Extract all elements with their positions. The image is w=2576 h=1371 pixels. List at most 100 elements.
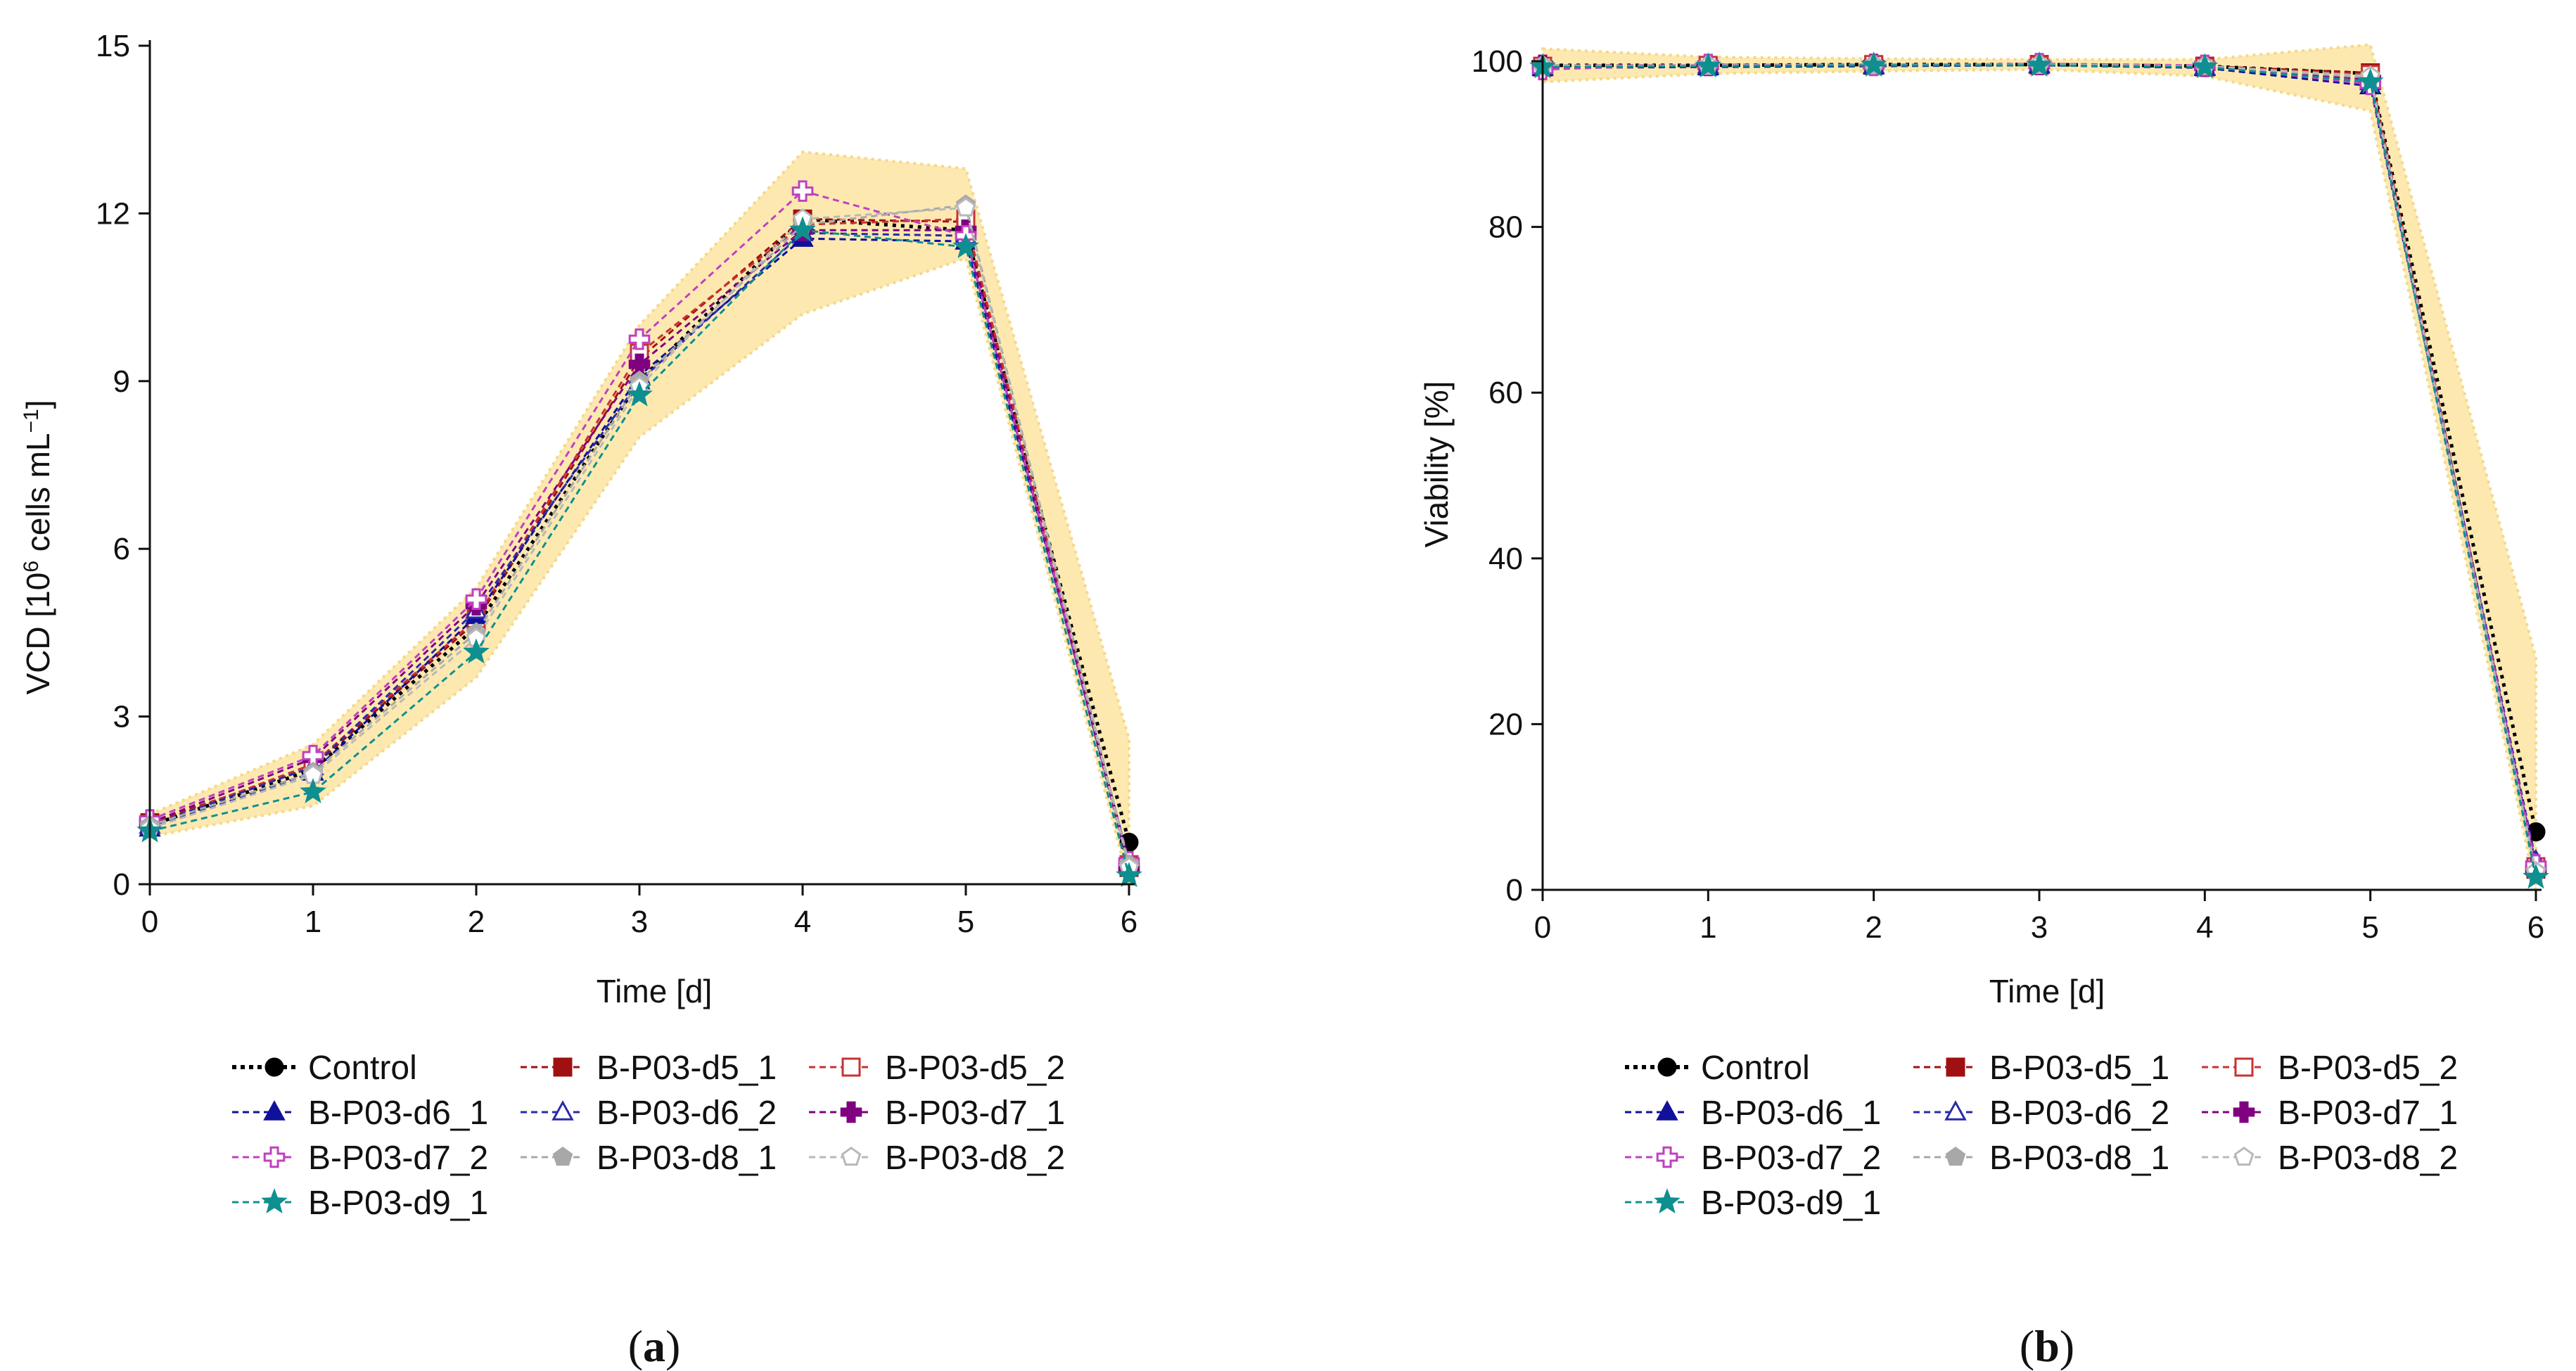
- b-legend-label-b-p03-d7-2: B-P03-d7_2: [1701, 1140, 1881, 1177]
- a-point-b-p03-d9-1-1: [300, 778, 326, 803]
- a-point-b-p03-d9-1-4: [789, 216, 816, 242]
- b-legend-marker-b-p03-d8-1: [1945, 1146, 1966, 1166]
- a-legend-label-b-p03-d7-1: B-P03-d7_1: [885, 1095, 1065, 1132]
- a-legend-item-b-p03-d7-1: B-P03-d7_1: [809, 1095, 1065, 1132]
- b-point-b-p03-d9-1-1: [1695, 52, 1722, 78]
- b-point-b-p03-d9-1-5: [2357, 68, 2384, 94]
- a-x-tick-label-6: 6: [1121, 905, 1137, 939]
- panel-a-x-axis-title: Time [d]: [597, 973, 712, 1009]
- b-y-tick-label-100: 100: [1472, 44, 1523, 79]
- b-legend-marker-b-p03-d5-1: [1946, 1057, 1965, 1077]
- b-legend-label-control: Control: [1701, 1050, 1810, 1087]
- a-legend-marker-b-p03-d5-1: [553, 1057, 573, 1077]
- b-x-tick-label-6: 6: [2527, 910, 2544, 945]
- a-x-tick-label-3: 3: [631, 905, 648, 939]
- a-y-tick-label-6: 6: [113, 532, 130, 566]
- panel-a-y-title-sup1: 6: [20, 561, 43, 573]
- b-legend-label-b-p03-d8-1: B-P03-d8_1: [1989, 1140, 2169, 1177]
- b-point-b-p03-d9-1-3: [2026, 51, 2053, 77]
- b-legend-label-b-p03-d8-2: B-P03-d8_2: [2278, 1140, 2458, 1177]
- a-legend-label-b-p03-d8-2: B-P03-d8_2: [885, 1140, 1065, 1177]
- b-series-b-p03-d9-1: [1529, 51, 2549, 889]
- b-legend-marker-b-p03-d6-1: [1656, 1100, 1678, 1121]
- a-legend-item-b-p03-d6-1: B-P03-d6_1: [232, 1095, 488, 1132]
- a-legend-label-b-p03-d5-2: B-P03-d5_2: [885, 1050, 1065, 1087]
- b-y-tick-label-0: 0: [1506, 873, 1523, 907]
- b-x-tick-label-3: 3: [2031, 910, 2048, 945]
- a-legend-marker-b-p03-d6-2: [551, 1100, 574, 1121]
- b-legend-marker-b-p03-d9-1: [1654, 1188, 1681, 1214]
- b-legend-item-b-p03-d7-2: B-P03-d7_2: [1625, 1140, 1881, 1177]
- a-y-tick-label-9: 9: [113, 364, 130, 399]
- a-legend-marker-b-p03-d8-2: [841, 1146, 862, 1166]
- a-legend-label-b-p03-d6-2: B-P03-d6_2: [597, 1095, 777, 1132]
- a-x-tick-label-1: 1: [305, 905, 321, 939]
- a-point-b-p03-d9-1-3: [626, 381, 653, 407]
- panel-a-y-title-end: ]: [20, 400, 56, 409]
- b-legend-item-b-p03-d8-1: B-P03-d8_1: [1913, 1140, 2169, 1177]
- a-x-tick-label-4: 4: [794, 905, 811, 939]
- a-point-b-p03-d9-1-5: [952, 233, 979, 259]
- b-legend-item-b-p03-d6-2: B-P03-d6_2: [1913, 1095, 2169, 1132]
- a-legend-label-b-p03-d7-2: B-P03-d7_2: [308, 1140, 488, 1177]
- panel-a-label: (a): [628, 1321, 681, 1371]
- b-legend-label-b-p03-d5-2: B-P03-d5_2: [2278, 1050, 2458, 1087]
- panel-b-label: (b): [2020, 1321, 2074, 1371]
- a-point-b-p03-d8-2-5: [955, 197, 976, 217]
- a-x-tick-label-2: 2: [468, 905, 485, 939]
- a-x-tick-label-0: 0: [141, 905, 158, 939]
- panel-b-series-lines: [1529, 51, 2549, 889]
- b-point-b-p03-d9-1-2: [1860, 51, 1887, 77]
- b-legend-item-control: Control: [1625, 1050, 1810, 1087]
- a-band-area: [148, 150, 1130, 885]
- a-series-b-p03-d9-1: [136, 216, 1142, 888]
- b-legend-label-b-p03-d6-1: B-P03-d6_1: [1701, 1095, 1881, 1132]
- b-legend-item-b-p03-d5-1: B-P03-d5_1: [1913, 1050, 2169, 1087]
- b-x-tick-label-5: 5: [2361, 910, 2378, 945]
- b-legend-marker-b-p03-d8-2: [2233, 1146, 2255, 1166]
- b-legend-marker-b-p03-d5-2: [2234, 1057, 2254, 1077]
- a-legend-label-b-p03-d9-1: B-P03-d9_1: [308, 1185, 488, 1222]
- a-legend-marker-b-p03-d5-2: [841, 1057, 861, 1077]
- b-legend-item-b-p03-d5-2: B-P03-d5_2: [2202, 1050, 2458, 1087]
- a-legend-item-b-p03-d5-2: B-P03-d5_2: [809, 1050, 1065, 1087]
- a-legend-item-b-p03-d9-1: B-P03-d9_1: [232, 1185, 488, 1222]
- b-legend-label-b-p03-d9-1: B-P03-d9_1: [1701, 1185, 1881, 1222]
- a-point-b-p03-d9-1-2: [463, 638, 490, 664]
- b-point-b-p03-d9-1-4: [2191, 53, 2219, 79]
- panel-a-y-title-main: VCD [10: [20, 573, 56, 695]
- b-legend-label-b-p03-d5-1: B-P03-d5_1: [1989, 1050, 2169, 1087]
- b-legend-label-b-p03-d7-1: B-P03-d7_1: [2278, 1095, 2458, 1132]
- a-legend-item-control: Control: [232, 1050, 417, 1087]
- a-legend-item-b-p03-d8-2: B-P03-d8_2: [809, 1140, 1065, 1177]
- a-y-tick-label-0: 0: [113, 867, 130, 902]
- panel-b-letter: b: [2034, 1321, 2060, 1371]
- panel-b-y-axis-title: Viability [%]: [1418, 381, 1455, 548]
- a-legend-label-b-p03-d6-1: B-P03-d6_1: [308, 1095, 488, 1132]
- a-y-tick-label-15: 15: [96, 29, 130, 63]
- b-legend-marker-b-p03-d7-1: [2233, 1101, 2255, 1123]
- a-legend-item-b-p03-d6-2: B-P03-d6_2: [521, 1095, 777, 1132]
- b-y-tick-label-60: 60: [1488, 376, 1523, 410]
- b-y-tick-label-80: 80: [1488, 210, 1523, 245]
- a-legend-marker-b-p03-d7-1: [840, 1101, 862, 1123]
- a-y-tick-label-12: 12: [96, 196, 130, 231]
- b-legend-marker-b-p03-d7-2: [1656, 1146, 1678, 1168]
- b-y-tick-label-20: 20: [1488, 707, 1523, 741]
- panel-a-y-axis-title: VCD [106 cells mL−1]: [20, 400, 57, 694]
- a-legend-marker-b-p03-d9-1: [261, 1188, 288, 1214]
- a-point-b-p03-d7-2-3: [628, 328, 651, 350]
- b-legend-item-b-p03-d8-2: B-P03-d8_2: [2202, 1140, 2458, 1177]
- a-legend-marker-b-p03-d7-2: [263, 1146, 286, 1168]
- a-y-tick-label-3: 3: [113, 700, 130, 734]
- panel-a-series-lines: [136, 180, 1142, 888]
- a-legend-label-b-p03-d5-1: B-P03-d5_1: [597, 1050, 777, 1087]
- b-x-tick-label-2: 2: [1865, 910, 1882, 945]
- b-x-tick-label-1: 1: [1700, 910, 1716, 945]
- a-legend-item-b-p03-d5-1: B-P03-d5_1: [521, 1050, 777, 1087]
